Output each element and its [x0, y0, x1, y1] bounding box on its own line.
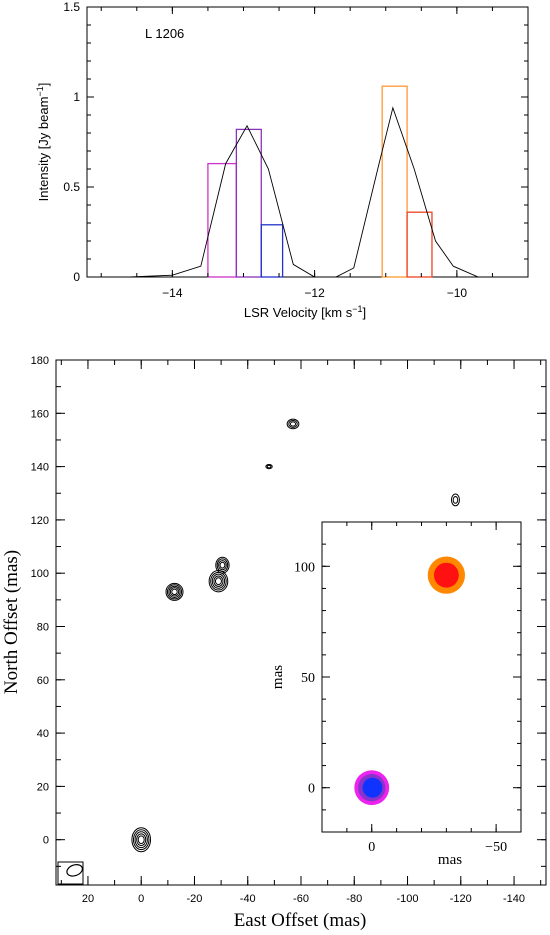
map-y-tick-label: 160	[31, 408, 49, 420]
contour-level	[211, 573, 226, 589]
map-y-tick-label: 120	[31, 515, 49, 527]
contour-level	[132, 829, 150, 851]
spectrum-x-tick-label: −14	[162, 286, 183, 300]
contour-level	[136, 833, 147, 847]
maser-source-3	[215, 556, 230, 574]
inset-x-tick-label: 0	[368, 840, 375, 855]
contour-level	[168, 585, 181, 598]
map-y-axis-label: North Offset (mas)	[1, 550, 22, 694]
contour-level	[452, 496, 459, 504]
map-panel: 20 0 -20 -40 -60 -80 -100 -120 -140 0 20 40 60 80 100 1…	[1, 355, 547, 931]
map-x-tick-label: 0	[138, 893, 144, 905]
velocity-bar-2	[260, 224, 284, 278]
spectrum-ticks: −14 −12 −10 0 0.5 1 1.5	[63, 0, 529, 300]
contour-level	[266, 464, 272, 469]
contour-level	[216, 558, 229, 572]
contour-level	[137, 835, 145, 845]
maser-spot-4	[433, 562, 459, 588]
beam-ellipse	[66, 864, 83, 877]
inset-y-axis-label: mas	[270, 665, 286, 689]
maser-source-6	[450, 493, 460, 507]
map-x-tick-label: -20	[187, 893, 203, 905]
map-y-tick-label: 100	[31, 568, 49, 580]
map-x-tick-label: 20	[82, 893, 94, 905]
map-x-tick-label: -100	[397, 893, 419, 905]
inset-x-tick-label: −50	[485, 840, 507, 855]
maser-contours	[131, 418, 460, 853]
velocity-bar-4	[406, 211, 433, 278]
map-y-tick-label: 20	[37, 781, 49, 793]
inset-x-axis-label: mas	[438, 852, 462, 868]
contour-level	[169, 587, 180, 597]
velocity-bar-3	[381, 85, 408, 278]
map-x-tick-label: -80	[346, 893, 362, 905]
map-y-tick-label: 40	[37, 728, 49, 740]
spectrum-frame	[86, 6, 529, 278]
maser-source-1	[165, 582, 184, 601]
spectrum-x-tick-label: −10	[447, 286, 468, 300]
maser-source-5	[265, 463, 273, 470]
spectrum-y-tick-label: 0.5	[63, 180, 80, 194]
contour-level	[134, 831, 148, 849]
map-frame	[55, 359, 547, 886]
map-x-tick-label: -40	[240, 893, 256, 905]
contour-level	[171, 588, 178, 596]
map-ticks: 20 0 -20 -40 -60 -80 -100 -120 -140 0 20 40 60 80 100 1…	[31, 355, 546, 905]
spectrum-y-axis-label: Intensity [Jy beam−1]	[35, 83, 51, 202]
inset-y-tick-label: 100	[294, 560, 315, 575]
contour-level	[289, 421, 297, 427]
spectrum-y-tick-label: 0	[73, 270, 80, 284]
contour-level	[131, 827, 152, 853]
map-y-tick-label: 180	[31, 355, 49, 367]
contour-level	[214, 577, 222, 586]
inset-spots	[354, 556, 466, 806]
spectrum-x-tick-label: −12	[304, 286, 325, 300]
velocity-bars	[207, 85, 433, 278]
maser-source-4	[286, 418, 300, 430]
spectrum-y-tick-label: 1	[73, 90, 80, 104]
contour-level	[166, 584, 183, 600]
inset-ticks: 0 −50 0 50 100	[294, 521, 522, 855]
spectrum-panel: −14 −12 −10 0 0.5 1 1.5 L 1206 LSR Velocity [k…	[35, 0, 529, 320]
map-x-axis-label: East Offset (mas)	[234, 910, 367, 931]
inset-frame	[321, 521, 522, 833]
contour-level	[219, 561, 226, 569]
contour-level	[218, 560, 227, 571]
contour-level	[288, 420, 298, 428]
contour-level	[450, 493, 460, 507]
maser-spot-2	[362, 777, 383, 798]
map-y-tick-label: 0	[43, 835, 49, 847]
inset-y-tick-label: 50	[301, 671, 315, 686]
inset-panel: 0 −50 0 50 100 mas mas	[270, 521, 522, 868]
map-x-tick-label: -140	[503, 893, 525, 905]
spectrum-x-axis-label: LSR Velocity [km s−1]	[244, 304, 366, 320]
contour-level	[215, 556, 230, 574]
map-y-tick-label: 140	[31, 462, 49, 474]
maser-source-0	[131, 827, 152, 853]
map-x-tick-label: -60	[293, 893, 309, 905]
velocity-bar-1	[235, 128, 262, 278]
maser-source-2	[208, 570, 229, 593]
map-y-tick-label: 80	[37, 621, 49, 633]
contour-level	[286, 418, 300, 430]
contour-level	[265, 463, 273, 470]
inset-y-tick-label: 0	[308, 782, 315, 797]
contour-level	[165, 582, 184, 601]
beam-box	[57, 861, 84, 885]
contour-level	[208, 570, 229, 593]
contour-level	[210, 571, 227, 591]
map-y-tick-label: 60	[37, 675, 49, 687]
spectrum-line	[129, 106, 528, 278]
contour-level	[213, 575, 224, 587]
spectrum-y-tick-label: 1.5	[63, 0, 80, 14]
map-x-tick-label: -120	[450, 893, 472, 905]
source-annotation: L 1206	[145, 26, 184, 41]
